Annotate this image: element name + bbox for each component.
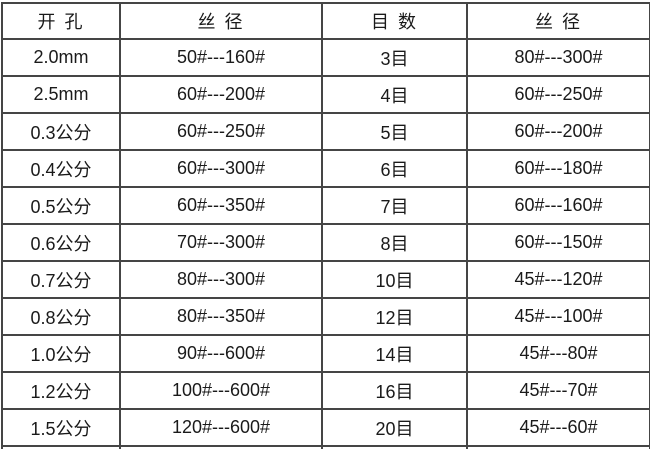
table-cell: 60#---300# xyxy=(119,149,323,188)
table-cell: 1.5公分 xyxy=(1,408,121,447)
table-cell: 10目 xyxy=(321,260,468,299)
table-cell: 60#---160# xyxy=(466,186,650,225)
table-cell: 16目 xyxy=(321,371,468,410)
table-cell: 2.0mm xyxy=(1,38,121,77)
table-cell: 0.3公分 xyxy=(1,112,121,151)
table-cell: 60#---250# xyxy=(119,112,323,151)
table-cell: 3目 xyxy=(321,38,468,77)
table-cell: 5目 xyxy=(321,112,468,151)
table-row: 1.2公分 100#---600# 16目 45#---70# xyxy=(1,371,650,410)
table-cell: 1.2公分 xyxy=(1,371,121,410)
table-cell: 60#---200# xyxy=(466,112,650,151)
table-cell: 0.8公分 xyxy=(1,297,121,336)
table-cell: 4目 xyxy=(321,75,468,114)
table-cell: 12目 xyxy=(321,297,468,336)
table-cell: 60#---200# xyxy=(119,75,323,114)
table-cell: 80#---300# xyxy=(466,38,650,77)
table-cell xyxy=(119,445,323,449)
table-cell xyxy=(466,445,650,449)
table-cell: 45#---120# xyxy=(466,260,650,299)
table-cell: 0.6公分 xyxy=(1,223,121,262)
table-cell xyxy=(321,445,468,449)
table-cell: 0.7公分 xyxy=(1,260,121,299)
table-cell: 60#---150# xyxy=(466,223,650,262)
table-cell: 100#---600# xyxy=(119,371,323,410)
table-cell: 50#---160# xyxy=(119,38,323,77)
table-cell: 20目 xyxy=(321,408,468,447)
table-row: 0.6公分 70#---300# 8目 60#---150# xyxy=(1,223,650,262)
header-cell-opening: 开 孔 xyxy=(1,2,121,40)
table-cell: 80#---300# xyxy=(119,260,323,299)
table-cell: 6目 xyxy=(321,149,468,188)
table-row: 0.4公分 60#---300# 6目 60#---180# xyxy=(1,149,650,188)
table-cell: 14目 xyxy=(321,334,468,373)
table-row: 0.3公分 60#---250# 5目 60#---200# xyxy=(1,112,650,151)
table-row: 2.5mm 60#---200# 4目 60#---250# xyxy=(1,75,650,114)
table-cell: 60#---250# xyxy=(466,75,650,114)
table-cell: 45#---70# xyxy=(466,371,650,410)
table-cell: 1.0公分 xyxy=(1,334,121,373)
table-cell xyxy=(1,445,121,449)
table-row: 0.5公分 60#---350# 7目 60#---160# xyxy=(1,186,650,225)
table-cell: 70#---300# xyxy=(119,223,323,262)
table-cell: 0.5公分 xyxy=(1,186,121,225)
table-row: 1.0公分 90#---600# 14目 45#---80# xyxy=(1,334,650,373)
table-cell: 8目 xyxy=(321,223,468,262)
table-cell: 45#---80# xyxy=(466,334,650,373)
table-cell: 80#---350# xyxy=(119,297,323,336)
table-cell: 0.4公分 xyxy=(1,149,121,188)
table-row-partial xyxy=(1,445,650,449)
table-row: 1.5公分 120#---600# 20目 45#---60# xyxy=(1,408,650,447)
table-cell: 7目 xyxy=(321,186,468,225)
table-cell: 2.5mm xyxy=(1,75,121,114)
table-cell: 45#---60# xyxy=(466,408,650,447)
header-cell-mesh-count: 目 数 xyxy=(321,2,468,40)
header-row: 开 孔 丝 径 目 数 丝 径 xyxy=(1,2,650,40)
header-cell-wire-diameter-2: 丝 径 xyxy=(466,2,650,40)
table-cell: 120#---600# xyxy=(119,408,323,447)
table-cell: 60#---350# xyxy=(119,186,323,225)
table-body: 2.0mm 50#---160# 3目 80#---300# 2.5mm 60#---20… xyxy=(1,38,650,449)
table-row: 2.0mm 50#---160# 3目 80#---300# xyxy=(1,38,650,77)
table-header: 开 孔 丝 径 目 数 丝 径 xyxy=(1,2,650,40)
table-row: 0.7公分 80#---300# 10目 45#---120# xyxy=(1,260,650,299)
table-cell: 45#---100# xyxy=(466,297,650,336)
table-cell: 90#---600# xyxy=(119,334,323,373)
header-cell-wire-diameter-1: 丝 径 xyxy=(119,2,323,40)
table-cell: 60#---180# xyxy=(466,149,650,188)
table-row: 0.8公分 80#---350# 12目 45#---100# xyxy=(1,297,650,336)
